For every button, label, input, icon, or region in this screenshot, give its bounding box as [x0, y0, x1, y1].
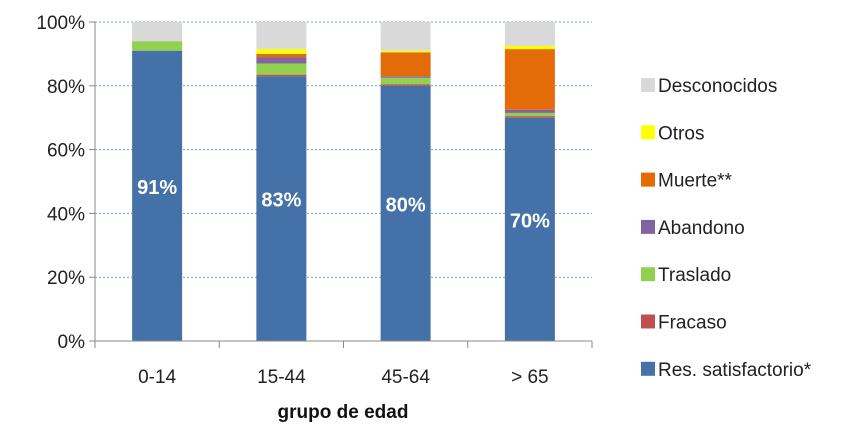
x-tick-label: 15-44 [257, 367, 306, 388]
bars: 91% 83% 80% 70% [132, 22, 555, 342]
legend-swatch [641, 78, 655, 92]
x-tick-label: 45-64 [381, 367, 430, 388]
bar-segment [504, 49, 555, 110]
bar-segment [256, 53, 307, 58]
legend-entry: Otros [658, 123, 704, 144]
bar-segment [380, 52, 431, 77]
y-tick-label: 0% [58, 332, 86, 353]
y-tick-label: 80% [47, 77, 85, 98]
legend: Desconocidos Otros Muerte** Abandono Traslad… [641, 76, 812, 381]
bar-segment [380, 77, 431, 85]
bar-segment [380, 50, 431, 53]
bar-segment [504, 116, 555, 118]
bar-segment [504, 109, 555, 113]
gridlines [95, 21, 592, 278]
bar-segment [132, 50, 183, 342]
bar-segment [380, 76, 431, 78]
legend-entry: Traslado [658, 265, 731, 286]
bar-segment [256, 49, 307, 54]
data-label: 80% [386, 194, 426, 216]
x-tick-label: > 65 [511, 367, 549, 388]
bar-segment [380, 84, 431, 86]
bar-segment [256, 74, 307, 77]
x-axis: 0-14 15-44 45-64 > 65 [94, 340, 593, 388]
bar-segment [380, 85, 431, 341]
y-tick-label: 40% [47, 204, 85, 225]
legend-entry: Abandono [658, 218, 745, 239]
data-label: 83% [261, 190, 301, 212]
bar-segment [256, 76, 307, 341]
legend-swatch [641, 125, 655, 140]
legend-entry: Res. satisfactorio* [658, 360, 812, 381]
legend-swatch [641, 172, 655, 187]
y-tick-label: 60% [47, 141, 85, 162]
bar-segment [504, 22, 555, 46]
bar-segment [132, 22, 183, 42]
data-label: 91% [137, 177, 177, 199]
legend-entry: Desconocidos [658, 76, 777, 97]
bar-segment [380, 22, 431, 51]
legend-swatch [641, 314, 655, 329]
bar-segment [504, 112, 555, 117]
bar-segment [256, 22, 307, 50]
bar-segment [132, 41, 183, 51]
legend-entry: Muerte** [658, 171, 733, 192]
y-tick-label: 100% [36, 13, 85, 34]
y-axis: 0% 20% 40% 60% 80% 100% [36, 13, 96, 353]
y-tick-label: 20% [47, 268, 85, 289]
legend-entry: Fracaso [658, 313, 727, 334]
legend-swatch [641, 219, 655, 234]
legend-swatch [641, 361, 655, 376]
x-axis-title: grupo de edad [278, 402, 409, 423]
bar-segment [256, 63, 307, 75]
x-tick-label: 0-14 [138, 367, 176, 388]
legend-swatch [641, 267, 655, 282]
bar-segment [504, 45, 555, 50]
bar-segment [504, 117, 555, 341]
data-label: 70% [510, 210, 550, 232]
bar-segment [256, 57, 307, 64]
